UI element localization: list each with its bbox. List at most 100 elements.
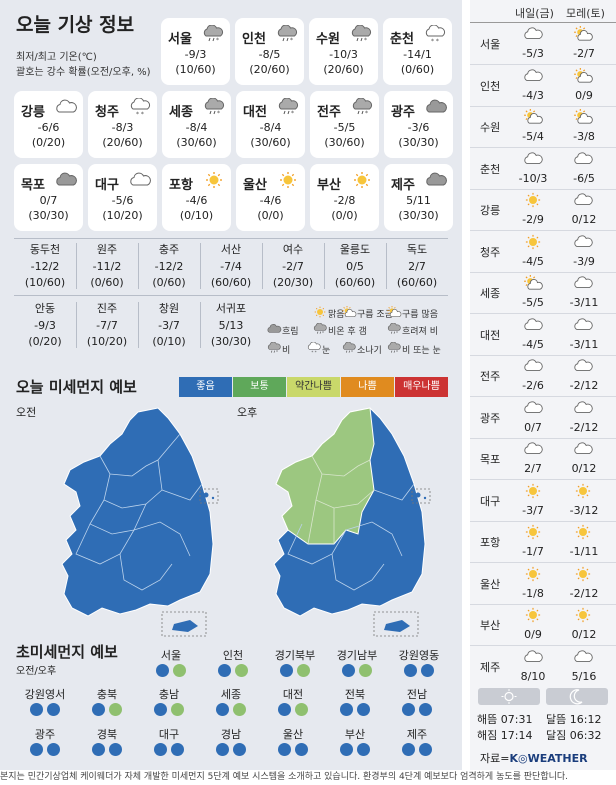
cloud-rain-snow-icon: * [312,322,328,338]
forecast-row: 전주 -2/6 -2/12 [470,355,616,396]
cloud-dark-icon [266,323,282,338]
city-name: 부산 [317,178,341,193]
tomorrow-temp: -10/3 [518,171,548,185]
legend-item: 맑음 [312,306,345,321]
cloud-icon [572,400,594,416]
cloud-icon [572,275,594,291]
fine-dust-dots [200,743,262,757]
forecast-row: 강릉 -2/9 0/12 [470,189,616,230]
column-divider [262,243,263,289]
city-temp: -2/8 [333,194,356,207]
pm-dot [47,743,60,756]
city-name: 진주 [96,302,118,315]
dust-grade-0: 좋음 [179,377,232,397]
city-card: 춘천 * * -14/1 (0/60) [383,18,452,85]
fine-dust-dots [202,664,264,678]
cloud-rain-snow-icon: * [386,341,402,357]
fine-dust-dots [326,664,388,678]
fine-dust-dots [140,664,202,678]
row-divider [470,313,616,314]
cloud-icon [572,358,594,374]
svg-text:*: * [396,349,398,354]
forecast-city: 수원 [480,121,501,134]
day-after-temp: 0/9 [575,88,593,102]
tomorrow-temp: -3/7 [522,503,544,517]
note-line-1: 최저/최고 기온(℃) [16,52,97,63]
city-cell: 서산 -7/4 (60/60) [200,241,262,291]
am-dot [216,703,229,716]
forecast-row: 인천 -4/3 0/9 [470,65,616,106]
city-temp: -4/6 [185,194,208,207]
city-precip: (30/60) [324,136,365,149]
cloud-snow-icon: * * [423,24,447,45]
city-precip: (20/60) [249,63,290,76]
am-dot [92,743,105,756]
fine-city-name: 세종 [220,688,242,701]
city-card: 인천 * -8/5 (20/60) [235,18,304,85]
legend-item: 구름 조금 [341,306,393,321]
pm-dot [297,664,310,677]
svg-text:*: * [322,330,324,335]
city-cell: 서귀포 5/13 (30/30) [200,300,262,350]
legend-label: 흐림 [282,327,299,337]
day-after-temp: 5/16 [571,669,597,683]
forecast-row: 부산 0/9 0/12 [470,604,616,645]
fine-dust-sub: 오전/오후 [16,666,57,677]
fine-city-name: 경기남부 [336,649,378,662]
row-divider [470,396,616,397]
city-name: 강릉 [21,105,45,120]
forecast-city: 포항 [480,536,501,549]
day-after-temp: -2/12 [569,586,599,600]
cloud-icon [522,441,544,457]
source-label: 자료= [480,752,510,765]
sun-icon [276,171,300,189]
day-after-temp: -1/11 [569,545,599,558]
pm-dot [171,743,184,756]
pm-dot [233,703,246,716]
tomorrow-temp: -4/5 [522,337,544,351]
fine-city-name: 울산 [282,728,304,741]
city-temp: -12/2 [154,260,184,273]
city-temp: -3/6 [407,121,430,134]
fine-city-name: 서울 [160,649,182,662]
fine-dust-dots [76,703,138,717]
day-after-temp: 0/12 [571,628,597,641]
tomorrow-temp: -4/3 [522,88,544,102]
fine-dust-dots [138,703,200,717]
tomorrow-temp: 0/9 [524,628,542,641]
city-card: 부산 -2/8 (0/0) [310,164,379,231]
city-temp: 0/5 [346,260,364,273]
svg-text:*: * [365,110,368,116]
city-temp: -2/7 [282,260,304,273]
am-dot [280,664,293,677]
forecast-row: 대전 -4/5 -3/11 [470,314,616,355]
row-divider [470,603,616,605]
city-cell: 원주 -11/2 (0/60) [76,241,138,291]
forecast-city: 목포 [480,453,501,466]
city-name: 대구 [95,178,119,193]
dust-grade-4: 매우나쁨 [395,377,448,397]
city-precip: (0/60) [90,276,124,289]
cloud-rain-snow-icon: * [350,97,374,117]
city-cell: 창원 -3/7 (0/10) [138,300,200,350]
legend-item: * 비 [266,341,290,357]
fine-city-name: 대전 [282,688,304,701]
city-name: 제주 [391,178,415,193]
am-dot [340,743,353,756]
pm-dot [233,743,246,756]
city-precip: (0/0) [331,209,358,222]
city-name: 서귀포 [215,302,247,315]
legend-item: * 흐려져 비 [386,322,438,338]
tomorrow-temp: 8/10 [520,669,546,683]
city-name: 서울 [168,32,192,47]
column-divider [76,302,77,348]
city-name: 서산 [220,243,242,256]
city-temp: -9/3 [34,319,56,332]
forecast-city: 청주 [480,245,501,259]
city-name: 목포 [21,178,45,193]
row-divider [470,105,616,107]
legend-label: 구름 조금 [357,310,393,320]
column-divider [138,302,139,348]
city-name: 청주 [95,105,119,120]
row-divider [470,479,616,480]
